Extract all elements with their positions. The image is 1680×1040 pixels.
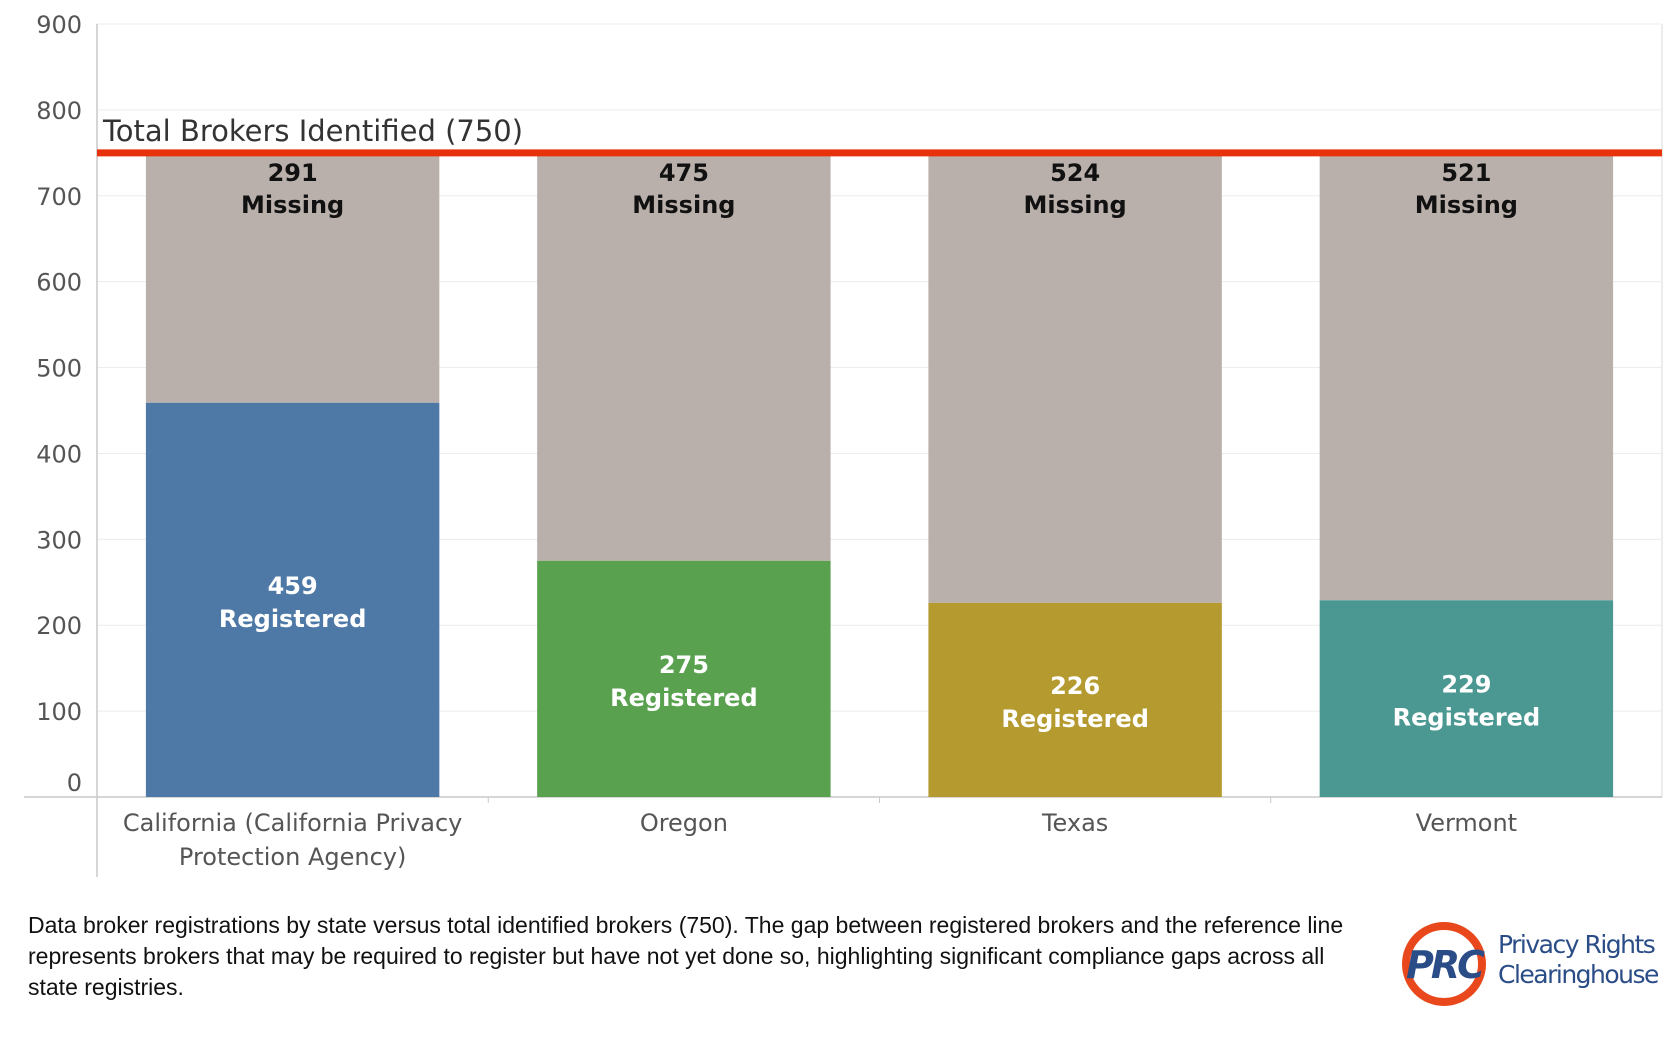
y-tick-label: 300 [36,526,82,554]
missing-word-label: Missing [1024,191,1127,219]
logo-mark-text: PRC [1406,943,1485,987]
registered-word-label: Registered [610,684,758,712]
missing-word-label: Missing [241,191,344,219]
missing-word-label: Missing [1415,191,1518,219]
registered-value-label: 229 [1441,671,1491,699]
missing-value-label: 524 [1050,159,1100,187]
bar-missing-2 [928,152,1222,603]
y-tick-label: 500 [36,355,82,383]
y-tick-label: 100 [36,698,82,726]
chart-caption: Data broker registrations by state versu… [28,912,1344,1000]
bar-registered-3 [1319,600,1614,797]
logo-line-1: Privacy Rights [1498,930,1656,959]
bar-registered-0 [145,402,440,797]
registered-value-label: 226 [1050,672,1100,700]
bar-registered-2 [928,602,1222,797]
bar-registered-1 [537,560,831,797]
registered-value-label: 459 [268,572,318,600]
missing-value-label: 291 [268,159,318,187]
reference-line-label: Total Brokers Identified (750) [102,114,523,148]
y-tick-label: 400 [36,440,82,468]
y-tick-label: 700 [36,183,82,211]
y-tick-label: 600 [36,269,82,297]
x-category-label: Texas [1041,809,1108,837]
x-category-label: California (California Privacy [123,809,462,837]
registered-word-label: Registered [219,605,367,633]
bar-missing-3 [1319,152,1614,601]
prc-logo-mark: PRC [1402,922,1488,1006]
bar-missing-0 [145,152,440,403]
missing-word-label: Missing [632,191,735,219]
registered-value-label: 275 [659,651,709,679]
y-tick-label: 0 [67,769,82,797]
registered-word-label: Registered [1001,705,1149,733]
prc-logo: PRC Privacy Rights Clearinghouse [1400,918,1659,1008]
logo-ring [1402,922,1486,1006]
x-category-label: Vermont [1416,809,1517,837]
missing-value-label: 521 [1441,159,1491,187]
logo-line-2: Clearinghouse [1498,960,1659,989]
y-tick-label: 200 [36,612,82,640]
x-category-label: Protection Agency) [179,843,406,871]
y-tick-label: 800 [36,97,82,125]
stacked-bar-chart: 0 100 200 300 400 500 600 700 800 900 459 Registere… [24,11,1663,877]
x-category-label: Oregon [640,809,728,837]
missing-value-label: 475 [659,159,709,187]
registered-word-label: Registered [1393,704,1541,732]
y-tick-label: 900 [36,11,82,39]
logo-wordmark: Privacy Rights Clearinghouse [1498,930,1659,990]
bar-missing-1 [537,152,831,561]
